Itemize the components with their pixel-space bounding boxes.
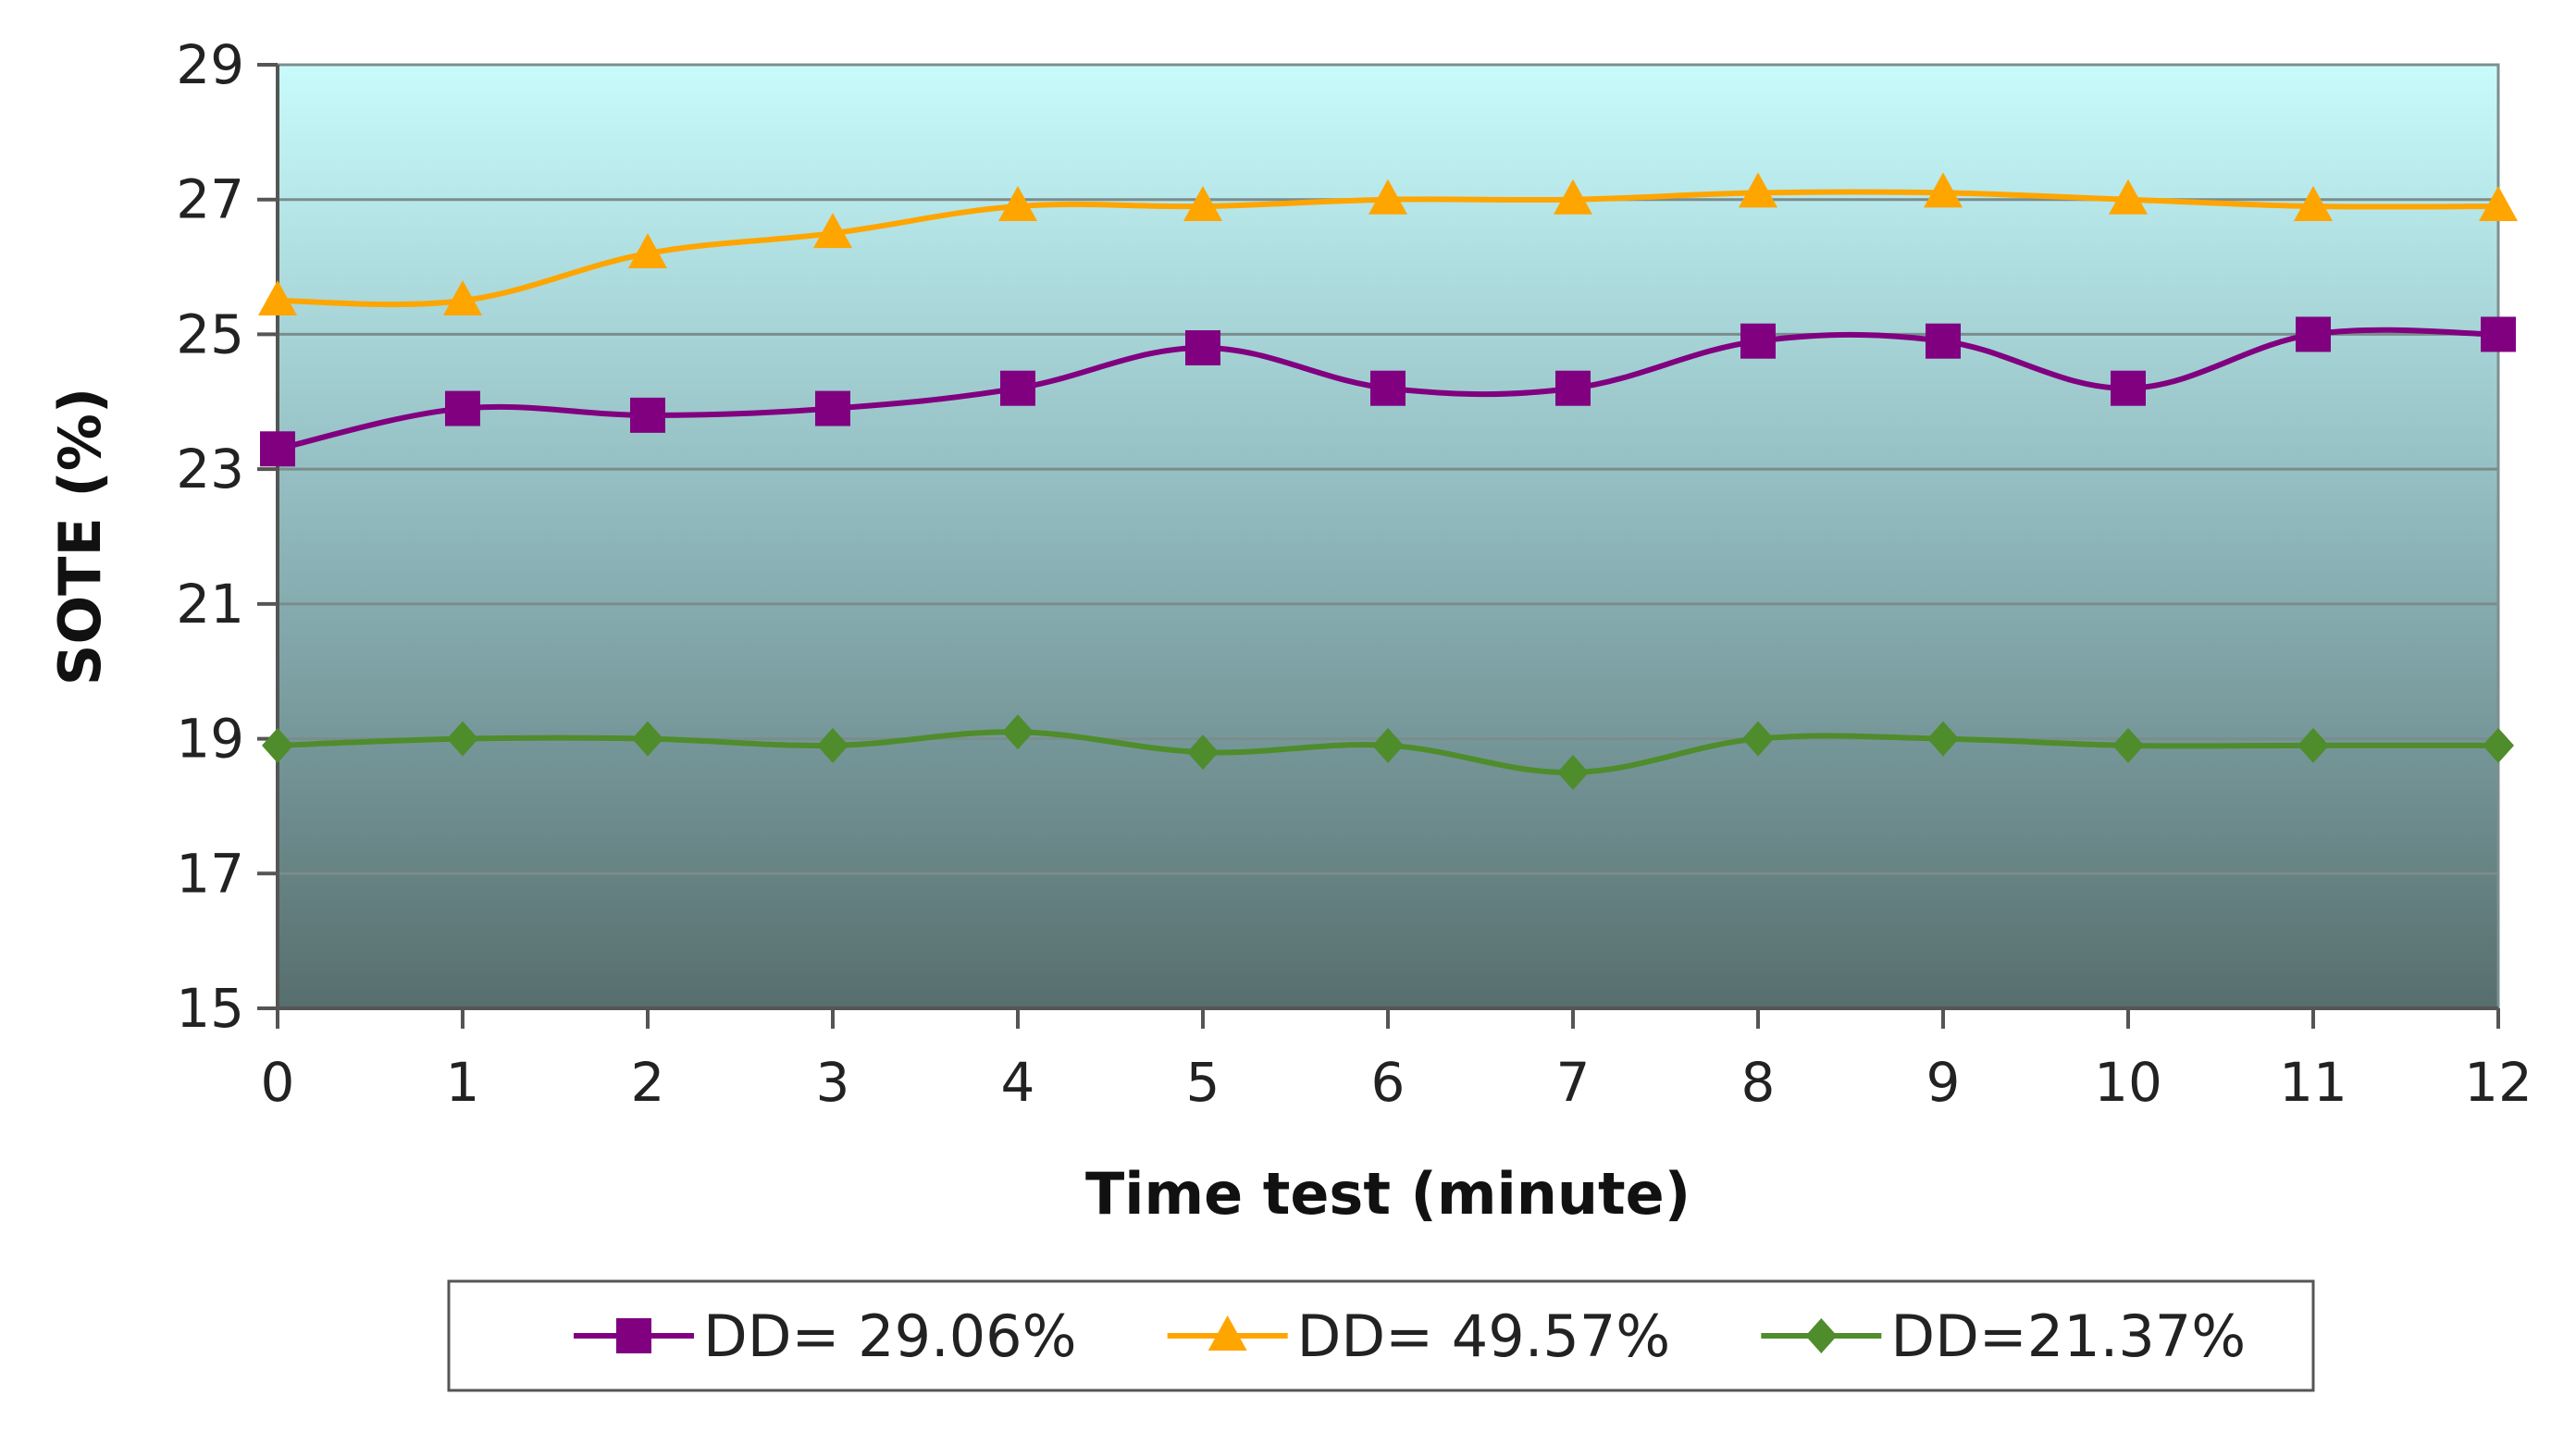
series-1-point-7 — [1555, 370, 1591, 406]
y-tick-label-21: 21 — [176, 573, 244, 636]
series-3-point-11 — [2297, 727, 2329, 763]
series-3-point-10 — [2112, 727, 2144, 763]
x-tick-label-12: 12 — [2464, 1051, 2533, 1114]
x-tick-label-3: 3 — [816, 1051, 850, 1114]
y-tick-label-25: 25 — [176, 302, 244, 365]
series-1-point-10 — [2111, 370, 2146, 406]
series-3-point-7 — [1557, 755, 1589, 790]
x-tick-label-6: 6 — [1371, 1051, 1406, 1114]
x-tick-label-5: 5 — [1186, 1051, 1220, 1114]
series-3-point-12 — [2483, 727, 2514, 763]
x-tick-label-2: 2 — [631, 1051, 665, 1114]
x-tick-label-8: 8 — [1741, 1051, 1776, 1114]
y-tick-label-27: 27 — [176, 168, 244, 231]
series-2-point-10 — [2109, 179, 2148, 215]
y-tick-label-23: 23 — [176, 438, 244, 500]
series-1-point-5 — [1185, 330, 1220, 365]
series-2-point-4 — [998, 186, 1037, 221]
y-tick-label-29: 29 — [176, 33, 244, 96]
series-2-point-2 — [628, 233, 667, 268]
series-2-point-9 — [1924, 172, 1963, 208]
series-2-point-0 — [258, 280, 297, 315]
plot-area — [278, 65, 2498, 1008]
series-1-point-8 — [1740, 323, 1776, 359]
series-3-point-8 — [1742, 721, 1774, 757]
legend-marker-2 — [1208, 1315, 1247, 1351]
series-1-point-3 — [815, 390, 850, 426]
x-tick-label-10: 10 — [2094, 1051, 2162, 1114]
y-axis-title: SOTE (%) — [46, 388, 114, 685]
series-1-point-11 — [2296, 316, 2331, 352]
series-3-point-1 — [447, 721, 478, 757]
series-2-point-6 — [1368, 179, 1407, 215]
series-1-point-6 — [1370, 370, 1406, 406]
series-2-point-8 — [1739, 172, 1777, 208]
series-3-point-4 — [1002, 714, 1034, 750]
x-axis-title: Time test (minute) — [1085, 1160, 1690, 1228]
series-3-point-2 — [632, 721, 663, 757]
series-2 — [258, 172, 2518, 315]
x-tick-label-7: 7 — [1556, 1051, 1591, 1114]
legend-box — [447, 1279, 2315, 1392]
series-2-point-7 — [1554, 179, 1592, 215]
series-2-point-3 — [813, 213, 852, 249]
x-tick-label-1: 1 — [446, 1051, 480, 1114]
series-3-point-5 — [1187, 735, 1219, 771]
legend: DD= 29.06% DD= 49.57% DD=21.37% — [447, 1279, 2315, 1392]
series-1-point-1 — [445, 390, 480, 426]
series-3-point-6 — [1372, 727, 1404, 763]
series-1-point-12 — [2481, 316, 2516, 352]
series-1-point-0 — [260, 431, 295, 467]
y-tick-label-19: 19 — [176, 708, 244, 771]
legend-marker-1 — [616, 1318, 651, 1353]
series-1 — [260, 316, 2516, 467]
series-2-point-11 — [2294, 186, 2333, 221]
series-2-point-1 — [443, 280, 482, 315]
legend-label-3: DD=21.37% — [1890, 1302, 2246, 1370]
series-2-point-5 — [1183, 186, 1222, 221]
series-layer — [258, 172, 2518, 790]
x-tick-label-11: 11 — [2279, 1051, 2347, 1114]
series-2-point-12 — [2479, 186, 2518, 221]
legend-marker-3 — [1805, 1318, 1838, 1353]
legend-label-2: DD= 49.57% — [1297, 1302, 1671, 1370]
series-3-point-9 — [1927, 721, 1959, 757]
series-3 — [262, 714, 2514, 790]
y-tick-label-15: 15 — [176, 977, 244, 1040]
series-1-point-2 — [630, 397, 665, 433]
series-3-point-3 — [817, 727, 848, 763]
x-tick-label-9: 9 — [1926, 1051, 1961, 1114]
series-1-point-9 — [1926, 323, 1961, 359]
legend-label-1: DD= 29.06% — [703, 1302, 1077, 1370]
x-tick-label-0: 0 — [261, 1051, 295, 1114]
series-3-point-0 — [262, 727, 293, 763]
y-tick-label-17: 17 — [176, 842, 244, 905]
series-1-point-4 — [1000, 370, 1035, 406]
x-tick-label-4: 4 — [1001, 1051, 1035, 1114]
